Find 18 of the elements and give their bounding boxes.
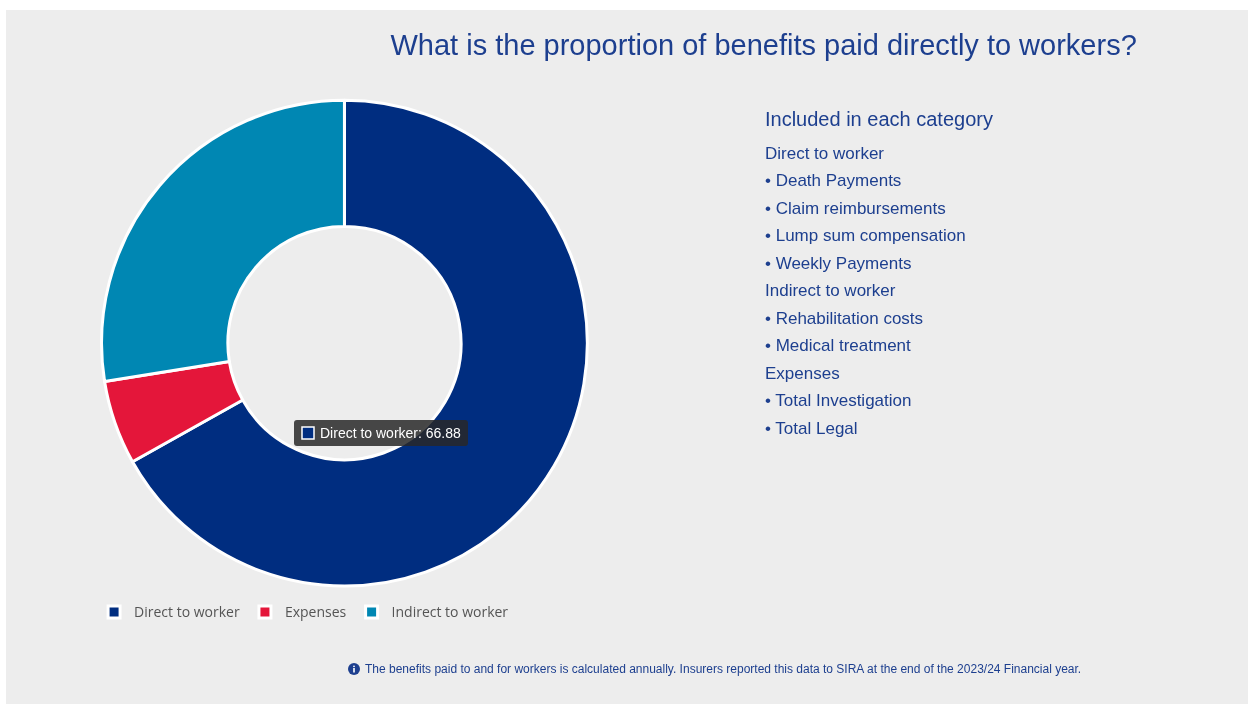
legend-label: Expenses <box>284 602 347 622</box>
text: Indirect to worker <box>765 280 897 302</box>
text: Included in each category <box>765 107 994 132</box>
text: • Total Legal <box>765 417 859 440</box>
text: • Total Investigation <box>765 390 913 412</box>
legend-label: Direct to worker <box>134 602 240 622</box>
text: • Lump sum compensation <box>765 225 967 247</box>
text: Direct to worker <box>765 142 886 165</box>
text: • Weekly Payments <box>765 252 913 275</box>
data-label: Direct to worker: 66.88 <box>320 425 461 441</box>
text: • Rehabilitation costs <box>765 307 925 330</box>
text: • Medical treatment <box>765 335 912 357</box>
text: • Death Payments <box>765 170 903 192</box>
text: • Claim reimbursements <box>765 197 947 220</box>
legend-label: Indirect to worker <box>391 602 509 622</box>
text: Expenses <box>765 362 841 385</box>
text: The benefits paid to and for workers is calculated annually. Insurers reported this data to SIRA at the end of the 2023/24 Financial year. <box>365 662 1082 676</box>
text: What is the proportion of benefits paid directly to workers? <box>390 28 1137 61</box>
